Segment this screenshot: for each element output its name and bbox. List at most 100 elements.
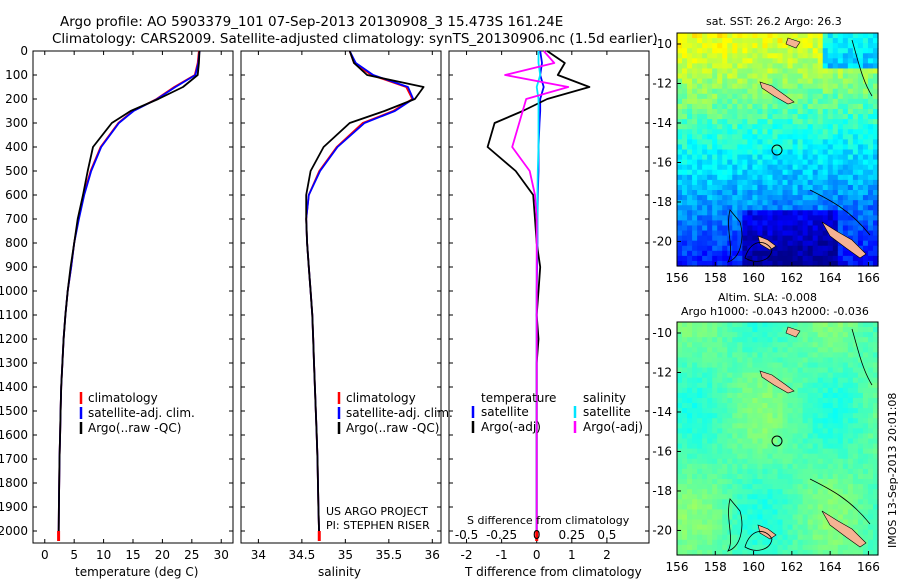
heatmap-cell [787,108,794,115]
heatmap-cell [767,387,774,394]
heatmap-cell [707,235,713,242]
heatmap-cell [782,134,789,140]
heatmap-cell [692,250,698,257]
heatmap-cell [827,245,834,252]
heatmap-cell [747,154,753,161]
heatmap-cell [852,134,859,140]
heatmap-cell [727,190,733,196]
depth-tick-label: 1700 [0,452,28,466]
heatmap-cell [682,63,688,70]
heatmap-cell [812,443,819,450]
heatmap-cell [697,494,703,500]
heatmap-cell [787,489,794,495]
heatmap-cell [837,93,844,100]
heatmap-cell [717,119,723,125]
heatmap-cell [842,413,849,419]
heatmap-cell [812,377,819,384]
heatmap-cell [832,362,839,369]
heatmap-cell [757,73,764,80]
heatmap-cell [772,332,779,338]
heatmap-cell [862,83,869,90]
heatmap-cell [857,362,864,369]
heatmap-cell [757,534,764,541]
heatmap-cell [832,245,839,252]
heatmap-cell [757,357,764,364]
heatmap-cell [787,190,794,196]
heatmap-cell [692,473,698,480]
heatmap-cell [702,68,708,75]
heatmap-cell [702,134,708,140]
heatmap-cell [762,195,769,201]
heatmap-cell [842,484,849,490]
heatmap-cell [782,88,789,95]
heatmap-cell [727,372,733,379]
heatmap-cell [867,443,874,450]
heatmap-cell [717,63,723,70]
heatmap-cell [837,174,844,181]
heatmap-cell [822,33,829,39]
heatmap-cell [777,205,784,211]
heatmap-cell [802,48,809,54]
heatmap-cell [682,38,688,44]
heatmap-cell [702,362,708,369]
heatmap-cell [832,43,839,49]
heatmap-cell [732,68,738,75]
heatmap-cell [842,210,849,216]
heatmap-cell [832,114,839,120]
heatmap-cell [702,230,708,237]
heatmap-cell [822,124,829,130]
heatmap-cell [782,468,789,475]
sla-map-title-1: Altim. SLA: -0.008 [718,291,817,304]
heatmap-cell [767,38,774,44]
heatmap-cell [787,200,794,206]
heatmap-cell [787,377,794,384]
heatmap-cell [707,144,713,151]
heatmap-cell [757,438,764,445]
heatmap-cell [737,169,743,176]
heatmap-cell [707,327,713,333]
heatmap-cell [757,174,764,181]
legend-t-satellite-label: satellite [481,405,529,419]
heatmap-cell [792,372,799,379]
heatmap-cell [832,119,839,125]
heatmap-cell [742,108,748,115]
heatmap-cell [752,382,759,389]
heatmap-cell [847,322,854,328]
heatmap-cell [847,347,854,353]
heatmap-cell [712,367,718,374]
heatmap-cell [702,494,708,500]
heatmap-cell [762,357,769,364]
heatmap-cell [752,473,759,480]
heatmap-cell [777,33,784,39]
heatmap-cell [817,473,824,480]
heatmap-cell [732,255,738,262]
heatmap-cell [852,377,859,384]
heatmap-cell [817,337,824,343]
heatmap-cell [812,448,819,455]
heatmap-cell [797,210,804,216]
heatmap-cell [852,494,859,500]
heatmap-cell [852,327,859,333]
heatmap-cell [702,332,708,338]
heatmap-cell [842,53,849,59]
heatmap-cell [707,73,713,80]
heatmap-cell [847,519,854,526]
heatmap-cell [792,235,799,242]
heatmap-cell [772,144,779,151]
heatmap-cell [847,403,854,409]
heatmap-cell [687,38,693,44]
heatmap-cell [717,453,723,460]
heatmap-cell [682,154,688,161]
heatmap-cell [722,529,728,536]
heatmap-cell [727,458,733,465]
heatmap-cell [812,347,819,353]
heatmap-cell [862,179,869,186]
heatmap-cell [742,88,748,95]
heatmap-cell [737,250,743,257]
heatmap-cell [787,68,794,75]
heatmap-cell [682,200,688,206]
heatmap-cell [772,534,779,541]
heatmap-cell [707,58,713,64]
heatmap-cell [687,479,693,485]
heatmap-cell [697,549,703,556]
